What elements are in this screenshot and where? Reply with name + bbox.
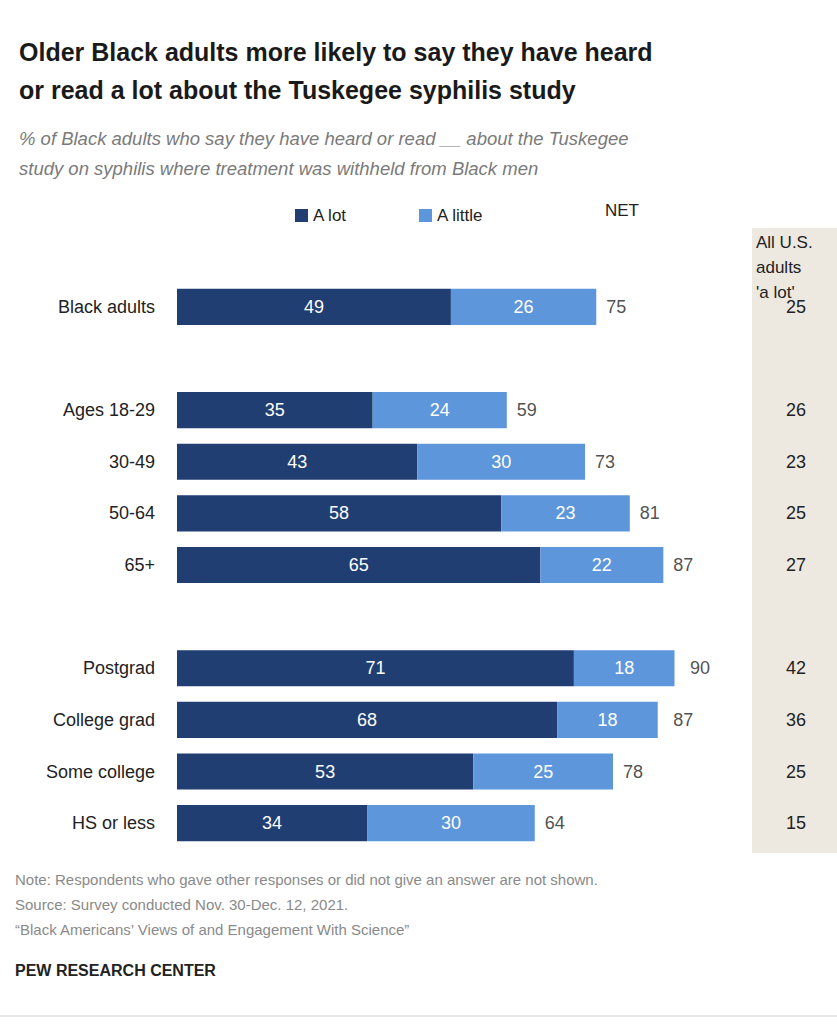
svg-text:90: 90	[690, 658, 710, 678]
svg-text:78: 78	[623, 762, 643, 782]
svg-text:49: 49	[304, 297, 324, 317]
svg-text:Ages 18-29: Ages 18-29	[63, 400, 155, 420]
svg-text:18: 18	[614, 658, 634, 678]
svg-text:adults: adults	[756, 258, 801, 277]
svg-text:Postgrad: Postgrad	[83, 658, 155, 678]
svg-text:All U.S.: All U.S.	[756, 233, 813, 252]
svg-text:53: 53	[315, 762, 335, 782]
svg-text:42: 42	[786, 658, 806, 678]
svg-text:“Black Americans’ Views of and: “Black Americans’ Views of and Engagemen…	[15, 921, 409, 938]
svg-text:43: 43	[287, 452, 307, 472]
svg-text:25: 25	[786, 503, 806, 523]
svg-text:59: 59	[517, 400, 537, 420]
svg-text:study on syphilis where treatm: study on syphilis where treatment was wi…	[19, 158, 538, 179]
svg-text:15: 15	[786, 813, 806, 833]
svg-text:22: 22	[592, 555, 612, 575]
svg-text:81: 81	[640, 503, 660, 523]
svg-text:65+: 65+	[124, 555, 155, 575]
svg-text:Note: Respondents who gave oth: Note: Respondents who gave other respons…	[15, 871, 598, 888]
svg-text:23: 23	[786, 452, 806, 472]
svg-text:College grad: College grad	[53, 710, 155, 730]
svg-text:64: 64	[545, 813, 565, 833]
svg-text:25: 25	[786, 297, 806, 317]
svg-text:Some college: Some college	[46, 762, 155, 782]
svg-text:26: 26	[786, 400, 806, 420]
svg-text:30: 30	[441, 813, 461, 833]
svg-text:% of Black adults who say they: % of Black adults who say they have hear…	[19, 128, 629, 149]
svg-text:Source: Survey conducted Nov.: Source: Survey conducted Nov. 30-Dec. 12…	[15, 896, 348, 913]
svg-text:18: 18	[597, 710, 617, 730]
svg-text:A little: A little	[437, 206, 482, 225]
svg-text:30-49: 30-49	[109, 452, 155, 472]
svg-text:A lot: A lot	[313, 206, 346, 225]
svg-text:34: 34	[262, 813, 282, 833]
svg-text:'a lot': 'a lot'	[756, 283, 795, 302]
svg-text:25: 25	[786, 762, 806, 782]
svg-text:PEW RESEARCH CENTER: PEW RESEARCH CENTER	[15, 962, 216, 979]
svg-text:23: 23	[555, 503, 575, 523]
svg-text:58: 58	[329, 503, 349, 523]
svg-text:36: 36	[786, 710, 806, 730]
svg-text:Older Black adults more likely: Older Black adults more likely to say th…	[19, 38, 653, 66]
svg-text:87: 87	[673, 710, 693, 730]
svg-text:71: 71	[365, 658, 385, 678]
svg-text:75: 75	[606, 297, 626, 317]
svg-text:30: 30	[491, 452, 511, 472]
svg-text:26: 26	[514, 297, 534, 317]
svg-text:73: 73	[595, 452, 615, 472]
svg-text:50-64: 50-64	[109, 503, 155, 523]
svg-text:25: 25	[533, 762, 553, 782]
svg-text:HS or less: HS or less	[72, 813, 155, 833]
svg-text:NET: NET	[605, 201, 639, 220]
svg-text:or read a lot about the Tuskeg: or read a lot about the Tuskegee syphili…	[19, 76, 576, 104]
svg-text:65: 65	[349, 555, 369, 575]
svg-text:24: 24	[430, 400, 450, 420]
svg-text:68: 68	[357, 710, 377, 730]
svg-text:87: 87	[673, 555, 693, 575]
svg-text:Black adults: Black adults	[58, 297, 155, 317]
svg-text:27: 27	[786, 555, 806, 575]
svg-text:35: 35	[265, 400, 285, 420]
